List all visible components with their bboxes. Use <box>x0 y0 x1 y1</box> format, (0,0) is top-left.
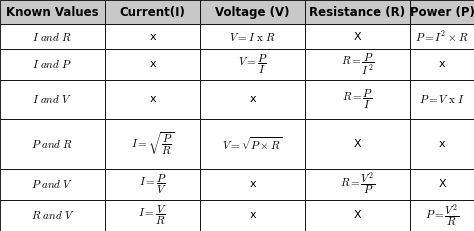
Bar <box>305 49 410 80</box>
Bar <box>200 169 305 200</box>
Text: $\mathit{I\ and\ V}$: $\mathit{I\ and\ V}$ <box>32 93 73 105</box>
Bar <box>305 169 410 200</box>
Text: $I = \sqrt{\dfrac{P}{R}}$: $I = \sqrt{\dfrac{P}{R}}$ <box>131 131 174 157</box>
Text: Resistance (R): Resistance (R) <box>310 6 406 19</box>
Bar <box>0 49 105 80</box>
Bar <box>410 0 474 24</box>
Bar <box>105 119 200 169</box>
Text: $I = \dfrac{V}{R}$: $I = \dfrac{V}{R}$ <box>138 204 167 227</box>
Text: Known Values: Known Values <box>6 6 99 19</box>
Bar <box>200 24 305 49</box>
Bar <box>0 169 105 200</box>
Bar <box>200 0 305 24</box>
Bar <box>410 169 474 200</box>
Text: $\mathit{P\ and\ V}$: $\mathit{P\ and\ V}$ <box>31 178 74 190</box>
Bar <box>410 49 474 80</box>
Text: x: x <box>439 139 445 149</box>
Text: $R = \dfrac{V^{2}}{P}$: $R = \dfrac{V^{2}}{P}$ <box>340 171 375 198</box>
Text: Power (P): Power (P) <box>410 6 474 19</box>
Text: Current(I): Current(I) <box>119 6 185 19</box>
Text: $V = I\ \mathrm{x}\ R$: $V = I\ \mathrm{x}\ R$ <box>229 31 276 43</box>
Bar <box>200 119 305 169</box>
Bar <box>105 0 200 24</box>
Bar <box>305 80 410 119</box>
Text: x: x <box>249 179 256 189</box>
Bar <box>410 24 474 49</box>
Text: $\mathit{I\ and\ R}$: $\mathit{I\ and\ R}$ <box>32 31 73 43</box>
Bar <box>200 80 305 119</box>
Text: $R = \dfrac{P}{I^{2}}$: $R = \dfrac{P}{I^{2}}$ <box>341 52 374 77</box>
Bar <box>0 24 105 49</box>
Text: x: x <box>249 94 256 104</box>
Bar <box>105 200 200 231</box>
Bar <box>410 119 474 169</box>
Bar <box>410 80 474 119</box>
Text: $I = \dfrac{P}{V}$: $I = \dfrac{P}{V}$ <box>138 173 166 196</box>
Bar <box>0 80 105 119</box>
Bar <box>105 49 200 80</box>
Bar <box>105 169 200 200</box>
Text: x: x <box>439 59 445 69</box>
Text: $P = \dfrac{V^{2}}{R}$: $P = \dfrac{V^{2}}{R}$ <box>425 202 459 228</box>
Text: $R = \dfrac{P}{I}$: $R = \dfrac{P}{I}$ <box>342 88 373 111</box>
Text: x: x <box>149 59 156 69</box>
Bar <box>410 200 474 231</box>
Text: $V = \sqrt{P \times R}$: $V = \sqrt{P \times R}$ <box>222 135 283 152</box>
Bar <box>0 200 105 231</box>
Bar <box>305 119 410 169</box>
Bar <box>0 0 105 24</box>
Text: X: X <box>438 179 446 189</box>
Bar <box>105 80 200 119</box>
Bar <box>0 119 105 169</box>
Text: $\mathit{R\ and\ V}$: $\mathit{R\ and\ V}$ <box>31 210 74 222</box>
Bar <box>200 200 305 231</box>
Text: x: x <box>149 32 156 42</box>
Bar <box>305 0 410 24</box>
Bar <box>200 49 305 80</box>
Text: X: X <box>354 210 361 220</box>
Text: $\mathit{I\ and\ P}$: $\mathit{I\ and\ P}$ <box>32 58 73 70</box>
Bar <box>105 24 200 49</box>
Text: Voltage (V): Voltage (V) <box>215 6 290 19</box>
Text: $\mathit{P\ and\ R}$: $\mathit{P\ and\ R}$ <box>31 138 73 150</box>
Text: X: X <box>354 32 361 42</box>
Text: $P = I^{2} \times R$: $P = I^{2} \times R$ <box>415 29 469 44</box>
Text: $V = \dfrac{P}{I}$: $V = \dfrac{P}{I}$ <box>238 53 267 76</box>
Bar <box>305 200 410 231</box>
Text: X: X <box>354 139 361 149</box>
Text: $P = V\ \mathrm{x}\ I$: $P = V\ \mathrm{x}\ I$ <box>419 93 465 105</box>
Text: x: x <box>249 210 256 220</box>
Bar <box>305 24 410 49</box>
Text: x: x <box>149 94 156 104</box>
